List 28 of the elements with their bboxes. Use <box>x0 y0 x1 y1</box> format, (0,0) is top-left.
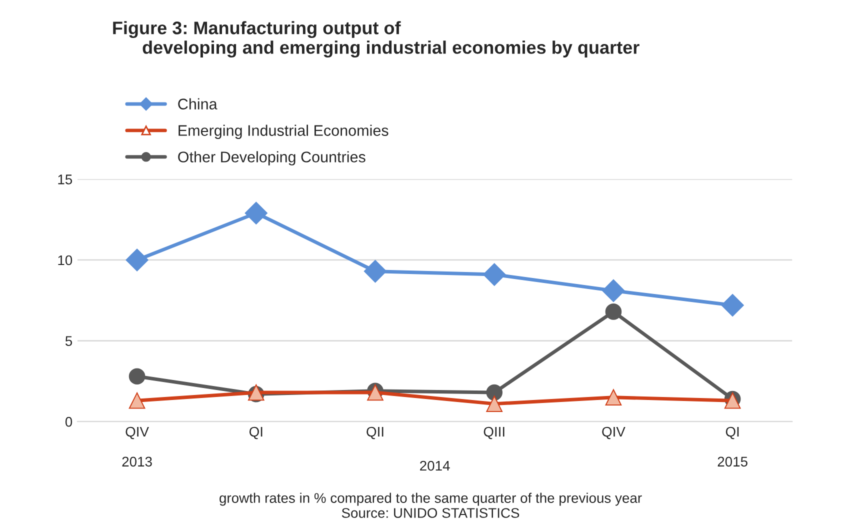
text: growth rates in % compared to the same quarter of the previous year Source: UNIDO STATISTICS <box>220 492 642 518</box>
x-tick-label: QI <box>249 426 262 440</box>
point <box>364 260 387 283</box>
point <box>605 389 622 406</box>
legend-label: Other Developing Countries <box>178 151 366 166</box>
x-tick-label: QIV <box>602 426 626 440</box>
point <box>244 202 268 224</box>
point <box>128 392 146 409</box>
point <box>605 304 622 320</box>
y-tick-label: 0 <box>65 416 72 427</box>
chart-title: Figure 3: Manufacturing output of developing and emerging industrial economies by quarter <box>113 21 640 58</box>
legend-label: Emerging Industrial Economies <box>178 124 388 139</box>
text: 2014 <box>420 460 450 471</box>
point <box>602 279 625 302</box>
point <box>126 248 148 272</box>
x-tick-label: QIII <box>484 426 504 440</box>
point <box>721 294 744 317</box>
x-tick-label: QII <box>366 426 384 440</box>
y-tick-label: 5 <box>65 336 72 346</box>
point <box>128 368 146 385</box>
y-tick-label: 10 <box>58 255 72 266</box>
category-label: QIV 2013 <box>122 426 152 467</box>
point <box>486 396 503 412</box>
point <box>486 384 503 401</box>
category-label: QI 2015 <box>718 426 748 467</box>
y-tick-label: 15 <box>58 174 72 184</box>
point <box>483 263 506 286</box>
legend-label: China <box>178 98 218 110</box>
